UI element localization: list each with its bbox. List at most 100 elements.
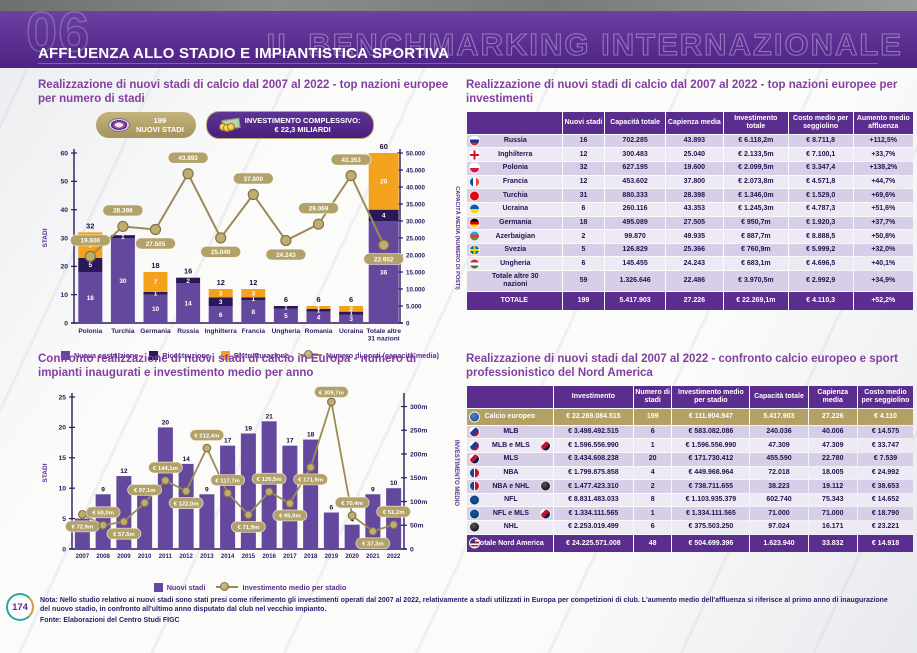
row-label-cell: MLS xyxy=(467,452,553,466)
stadi-chart-svg: 0 10 20 30 40 50 60 0 5.000 10.000 15.000 20.000 25.… xyxy=(42,142,461,343)
row-label-cell: Francia xyxy=(467,175,562,189)
svg-text:20: 20 xyxy=(60,263,68,270)
svg-text:1: 1 xyxy=(154,290,158,297)
svg-text:€ 97,1m: € 97,1m xyxy=(134,488,156,494)
table-cell: € 14.575 xyxy=(857,425,913,439)
table-cell: € 4.696,5 xyxy=(788,257,853,270)
usa-flag-icon xyxy=(469,537,480,549)
table-row: Totale Nord America € 24.225.571.008 48 € 5… xyxy=(467,534,913,553)
table-cell: 25.366 xyxy=(665,243,723,257)
table-cell: 5 xyxy=(562,243,605,257)
table-header-cell: Costo medio per seggiolino xyxy=(788,111,853,134)
table-cell: € 14.918 xyxy=(857,534,913,553)
row-label: Turchia xyxy=(502,191,528,199)
svg-text:3: 3 xyxy=(219,290,223,297)
svg-text:1: 1 xyxy=(317,307,321,314)
table-cell: € 504.699.396 xyxy=(672,534,750,553)
table-cell: € 2.253.019.499 xyxy=(553,520,633,534)
legend-label: Nuovi stadi xyxy=(166,582,206,592)
table-cell: € 22.269,1m xyxy=(723,292,788,311)
table-total-row: TOTALE 199 5.417.903 27.226 € 22.269,1m € 4.1… xyxy=(467,292,913,311)
row-label-cell: Russia xyxy=(467,134,562,148)
table-cell: 880.333 xyxy=(605,189,665,202)
years-chart-svg: 0 5 10 15 20 25 0 50m 100m 150m 200m 250m 300m STADI I… xyxy=(42,385,459,560)
legend-swatch-new-stadiums xyxy=(153,582,163,592)
table-header-cell: Costo medio per seggiolino xyxy=(857,385,913,408)
table-header-cell: Capacità totale xyxy=(750,385,808,408)
table-cell: € 7.539 xyxy=(857,452,913,466)
svg-text:5: 5 xyxy=(62,516,66,523)
table-cell: € 1.334.111.565 xyxy=(672,507,750,520)
table-cell: 19.112 xyxy=(808,480,857,493)
svg-text:2014: 2014 xyxy=(221,553,235,560)
svg-text:17: 17 xyxy=(286,437,294,444)
table-row: NHL € 2.253.019.499 6 € 375.503.250 97.024 16… xyxy=(467,520,913,534)
svg-text:€ 212,4m: € 212,4m xyxy=(194,433,219,439)
table-cell: 602.740 xyxy=(750,493,808,507)
svg-text:0: 0 xyxy=(410,546,414,553)
table-cell: € 760,9m xyxy=(723,243,788,257)
badge-invest-label: INVESTIMENTO COMPLESSIVO: xyxy=(244,115,361,125)
svg-text:35.000: 35.000 xyxy=(406,201,425,208)
row-label-cell: MLB e MLS xyxy=(467,439,553,452)
germania-flag-icon xyxy=(469,217,480,229)
table-cell: +138,2% xyxy=(853,162,913,175)
table-cell: € 683,1m xyxy=(723,257,788,270)
svg-text:15: 15 xyxy=(58,455,66,462)
table-cell: € 1.529,0 xyxy=(788,189,853,202)
svg-text:27.505: 27.505 xyxy=(146,241,166,248)
svg-text:40: 40 xyxy=(60,207,68,214)
total-row-label: TOTALE xyxy=(467,292,562,311)
table-cell: € 8.831.483.033 xyxy=(553,493,633,507)
table-cell: € 8.888,5 xyxy=(788,230,853,243)
table-cell: € 1.477.423.310 xyxy=(553,480,633,493)
svg-text:300m: 300m xyxy=(410,404,427,411)
badge-count-label: NUOVI STADI xyxy=(136,124,184,134)
table-cell: 455.590 xyxy=(750,452,808,466)
inghilterra-flag-icon xyxy=(469,149,480,161)
table-cell: +32,0% xyxy=(853,243,913,257)
table-cell: 43.893 xyxy=(665,134,723,148)
svg-text:€ 37,3m: € 37,3m xyxy=(362,541,384,547)
svg-text:INVESTIMENTO MEDIO: INVESTIMENTO MEDIO xyxy=(453,440,459,507)
table-cell: € 4.571,8 xyxy=(788,175,853,189)
svg-text:3: 3 xyxy=(349,316,353,323)
table-cell: +33,7% xyxy=(853,148,913,162)
svg-text:20.000: 20.000 xyxy=(406,252,425,259)
svg-text:€ 171,9m: € 171,9m xyxy=(298,477,323,483)
svg-text:28.398: 28.398 xyxy=(113,207,133,214)
table-header-row: Investimento Numero di stadi Investimento … xyxy=(467,385,913,408)
table-cell: 12 xyxy=(562,148,605,162)
investment-badge: INVESTIMENTO COMPLESSIVO: € 22,3 MILIARD… xyxy=(205,110,374,139)
table-cell: € 7.100,1 xyxy=(788,148,853,162)
table-cell: € 2.992,9 xyxy=(788,270,853,292)
table-cell: 24.243 xyxy=(665,257,723,270)
table-header-cell xyxy=(467,111,562,134)
table-cell: € 2.133,5m xyxy=(723,148,788,162)
table-cell: 71.000 xyxy=(750,507,808,520)
svg-text:STADI: STADI xyxy=(42,463,49,482)
row-label-cell: Inghilterra xyxy=(467,148,562,162)
svg-text:6: 6 xyxy=(349,295,353,304)
row-label: MLB e MLS xyxy=(492,441,530,449)
table-cell: 300.483 xyxy=(605,148,665,162)
comparison-table: Investimento Numero di stadi Investimento … xyxy=(466,385,914,554)
table-cell: 126.829 xyxy=(605,243,665,257)
svg-text:19: 19 xyxy=(245,425,253,432)
svg-text:43.353: 43.353 xyxy=(341,157,361,164)
row-label-cell: MLB xyxy=(467,425,553,439)
row-label-cell: Ucraina xyxy=(467,202,562,216)
table-cell: 1 xyxy=(633,507,672,520)
footer-note-block: Nota: Nello studio relativo ai nuovi sta… xyxy=(40,596,898,625)
svg-text:6: 6 xyxy=(219,312,223,319)
polonia-flag-icon xyxy=(469,162,480,174)
table-cell: 6 xyxy=(562,202,605,216)
table-row: NFL € 8.831.483.033 8 € 1.103.935.379 602.74… xyxy=(467,493,913,507)
table-cell: +34,9% xyxy=(853,270,913,292)
table-cell: +69,6% xyxy=(853,189,913,202)
row-label: Svezia xyxy=(504,246,527,254)
table-cell: 22.780 xyxy=(808,452,857,466)
stadi-chart-badges: 199 NUOVI STADI INVESTIMENTO COMPLESSIVO… xyxy=(96,110,462,139)
page-number-badge: 174 xyxy=(6,593,34,621)
